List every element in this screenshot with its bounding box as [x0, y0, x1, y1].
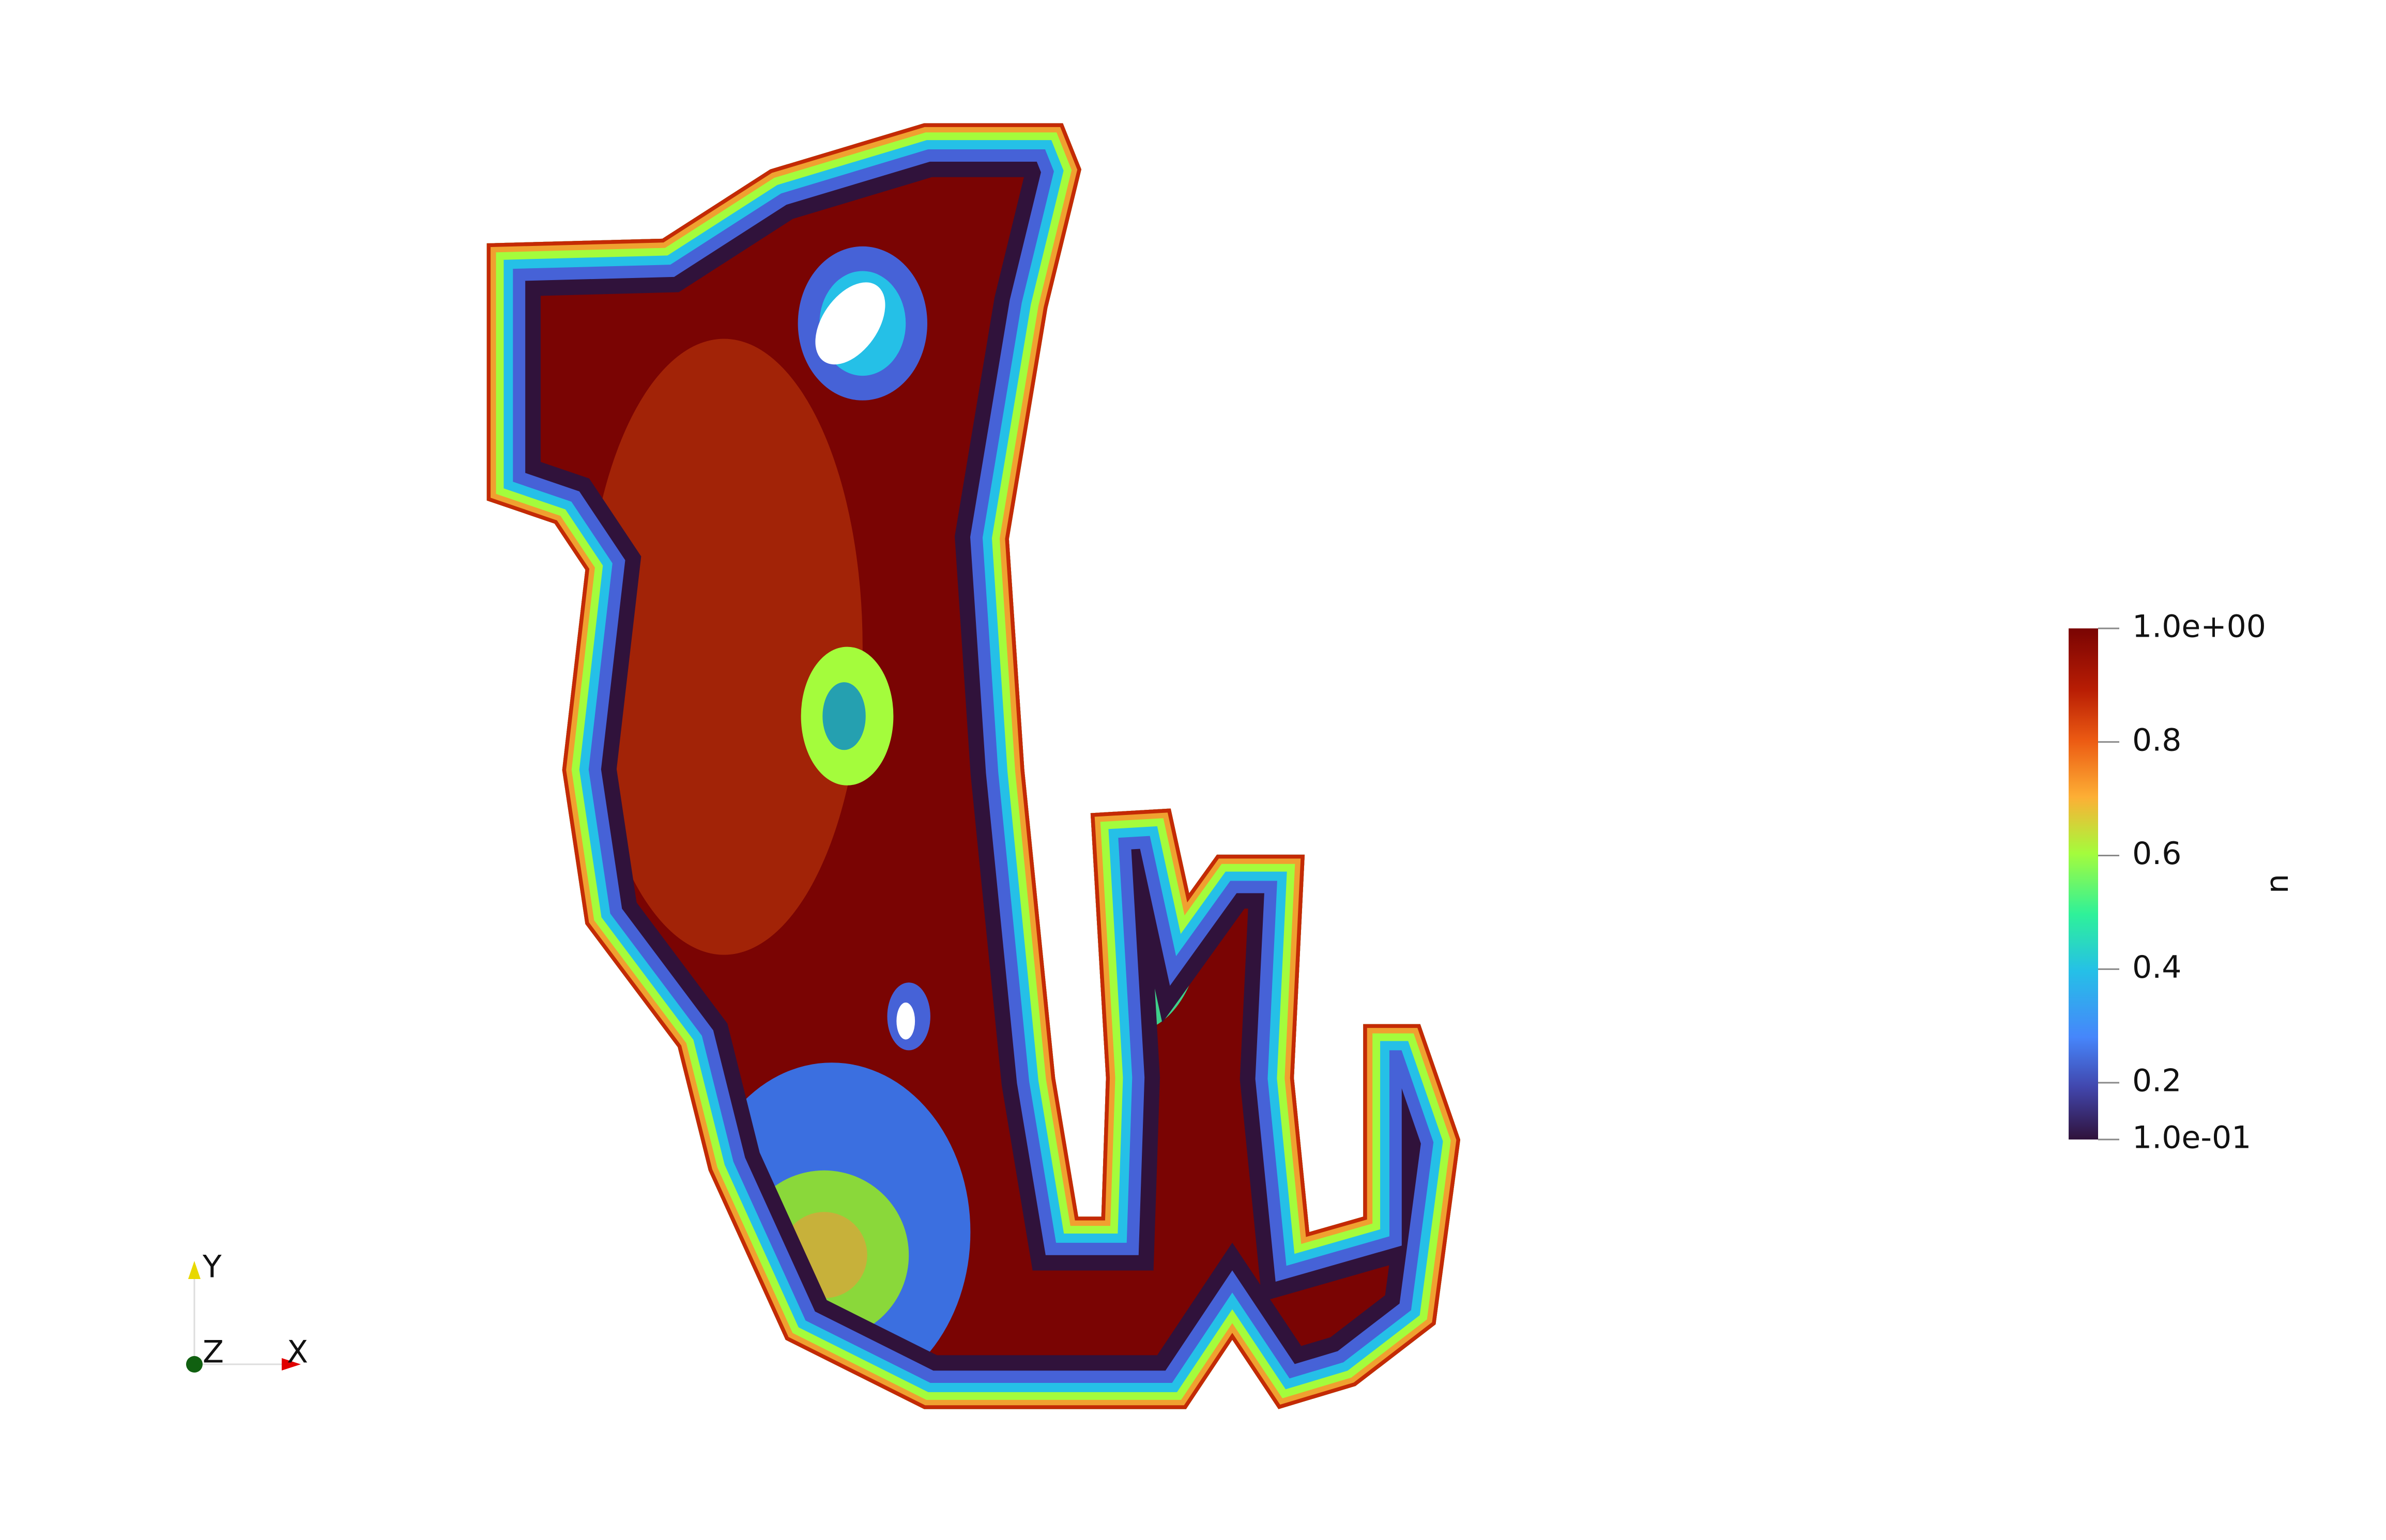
orientation-axes: Y Z X — [186, 1249, 308, 1373]
tick-label: 0.8 — [2132, 722, 2181, 758]
tick-label: 1.0e-01 — [2132, 1120, 2251, 1156]
tick-label: 1.0e+00 — [2132, 609, 2266, 645]
y-axis-label: Y — [202, 1249, 222, 1285]
field-render — [486, 123, 1461, 1409]
tick-label: 0.4 — [2132, 949, 2181, 985]
color-legend: u 1.0e+00 0.8 0.6 0.4 0.2 1.0e-01 — [2069, 609, 2299, 1156]
x-axis-label: X — [287, 1334, 308, 1370]
color-scale — [2069, 628, 2098, 1139]
tick-label: 0.6 — [2132, 836, 2181, 872]
z-axis-label: Z — [203, 1334, 224, 1370]
tick-label: 0.2 — [2132, 1063, 2181, 1099]
colorbar-title: u — [2263, 874, 2299, 894]
